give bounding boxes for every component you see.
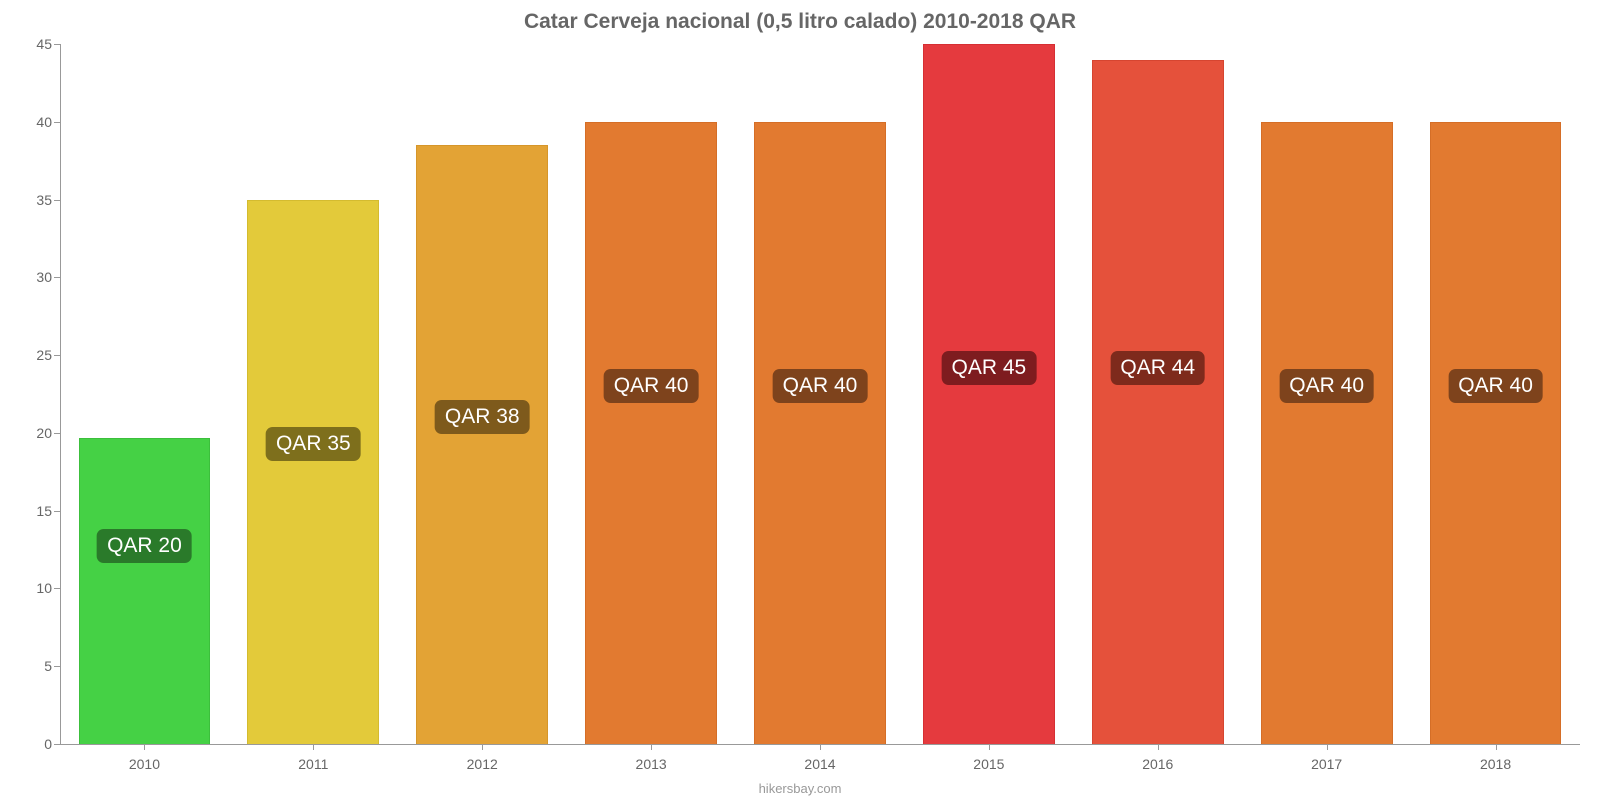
x-tick-mark — [313, 744, 314, 750]
x-tick-label: 2015 — [973, 756, 1004, 772]
y-tick-label: 30 — [36, 269, 52, 285]
y-tick-label: 15 — [36, 503, 52, 519]
plot-area: QAR 20 QAR 35 QAR 38 QAR 40 QAR 40 QAR 45 QAR … — [60, 44, 1580, 744]
y-tick-label: 10 — [36, 580, 52, 596]
x-tick-label: 2017 — [1311, 756, 1342, 772]
x-tick-label: 2012 — [467, 756, 498, 772]
bars-container: QAR 20 QAR 35 QAR 38 QAR 40 QAR 40 QAR 45 QAR … — [60, 44, 1580, 744]
bar — [585, 122, 717, 744]
x-tick-label: 2010 — [129, 756, 160, 772]
x-tick-mark — [820, 744, 821, 750]
bar-value-label: QAR 44 — [1110, 351, 1205, 385]
y-tick-label: 0 — [44, 736, 52, 752]
bar-value-label: QAR 45 — [942, 351, 1037, 385]
bar-value-label: QAR 38 — [435, 400, 530, 434]
x-tick-mark — [144, 744, 145, 750]
bar-value-label: QAR 40 — [773, 369, 868, 403]
bar-chart: Catar Cerveja nacional (0,5 litro calado… — [0, 0, 1600, 800]
bar-value-label: QAR 35 — [266, 427, 361, 461]
y-tick-label: 45 — [36, 36, 52, 52]
x-tick-mark — [651, 744, 652, 750]
bar — [1430, 122, 1562, 744]
y-tick-label: 25 — [36, 347, 52, 363]
bar — [923, 44, 1055, 744]
y-tick-label: 40 — [36, 114, 52, 130]
bar-value-label: QAR 40 — [604, 369, 699, 403]
x-tick-label: 2018 — [1480, 756, 1511, 772]
x-tick-label: 2014 — [804, 756, 835, 772]
bar — [416, 145, 548, 744]
bar — [1092, 60, 1224, 744]
x-tick-label: 2013 — [636, 756, 667, 772]
x-tick-label: 2016 — [1142, 756, 1173, 772]
bar — [1261, 122, 1393, 744]
bar — [79, 438, 211, 744]
x-tick-mark — [1158, 744, 1159, 750]
bar — [754, 122, 886, 744]
bar-value-label: QAR 40 — [1448, 369, 1543, 403]
x-tick-mark — [1327, 744, 1328, 750]
chart-title: Catar Cerveja nacional (0,5 litro calado… — [0, 10, 1600, 34]
x-tick-label: 2011 — [298, 756, 328, 772]
x-tick-mark — [482, 744, 483, 750]
bar-value-label: QAR 20 — [97, 529, 192, 563]
y-tick-label: 35 — [36, 192, 52, 208]
y-axis: 051015202530354045 — [0, 44, 60, 744]
bar-value-label: QAR 40 — [1279, 369, 1374, 403]
x-axis: 2010 2011 2012 2013 2014 2015 2016 2017 2018 — [60, 744, 1580, 784]
bar — [247, 200, 379, 744]
x-tick-mark — [1496, 744, 1497, 750]
chart-footer: hikersbay.com — [0, 781, 1600, 796]
x-tick-mark — [989, 744, 990, 750]
y-tick-label: 5 — [44, 658, 52, 674]
y-tick-label: 20 — [36, 425, 52, 441]
